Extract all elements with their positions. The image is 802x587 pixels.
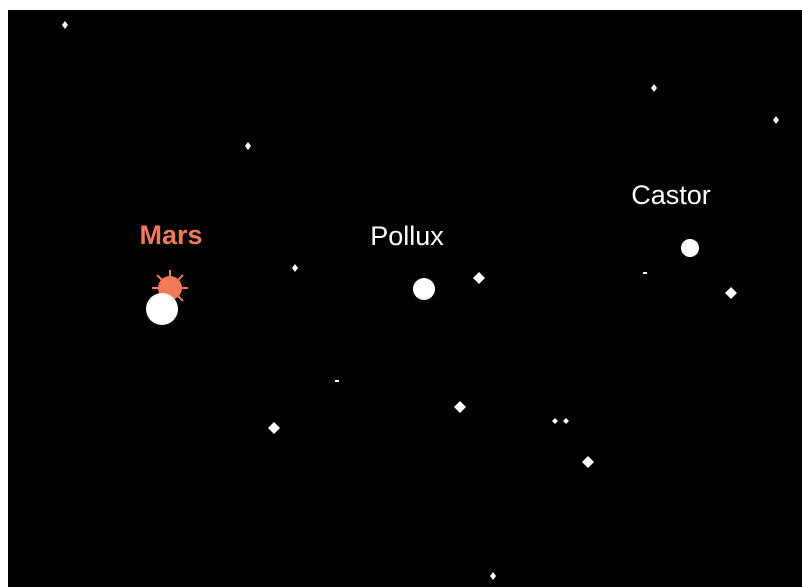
- sky-map: Mars Pollux Castor: [0, 0, 802, 587]
- sky-background: [8, 10, 802, 587]
- pollux-star: [413, 278, 435, 300]
- star: [335, 380, 339, 382]
- pollux-label: Pollux: [370, 221, 444, 251]
- page: {"labels": {"mars": "Mars", "pollux": "P…: [0, 0, 802, 587]
- castor-star: [681, 239, 699, 257]
- bright-star: [146, 293, 178, 325]
- star: [643, 272, 647, 274]
- mars-label: Mars: [139, 220, 202, 250]
- castor-label: Castor: [631, 180, 711, 210]
